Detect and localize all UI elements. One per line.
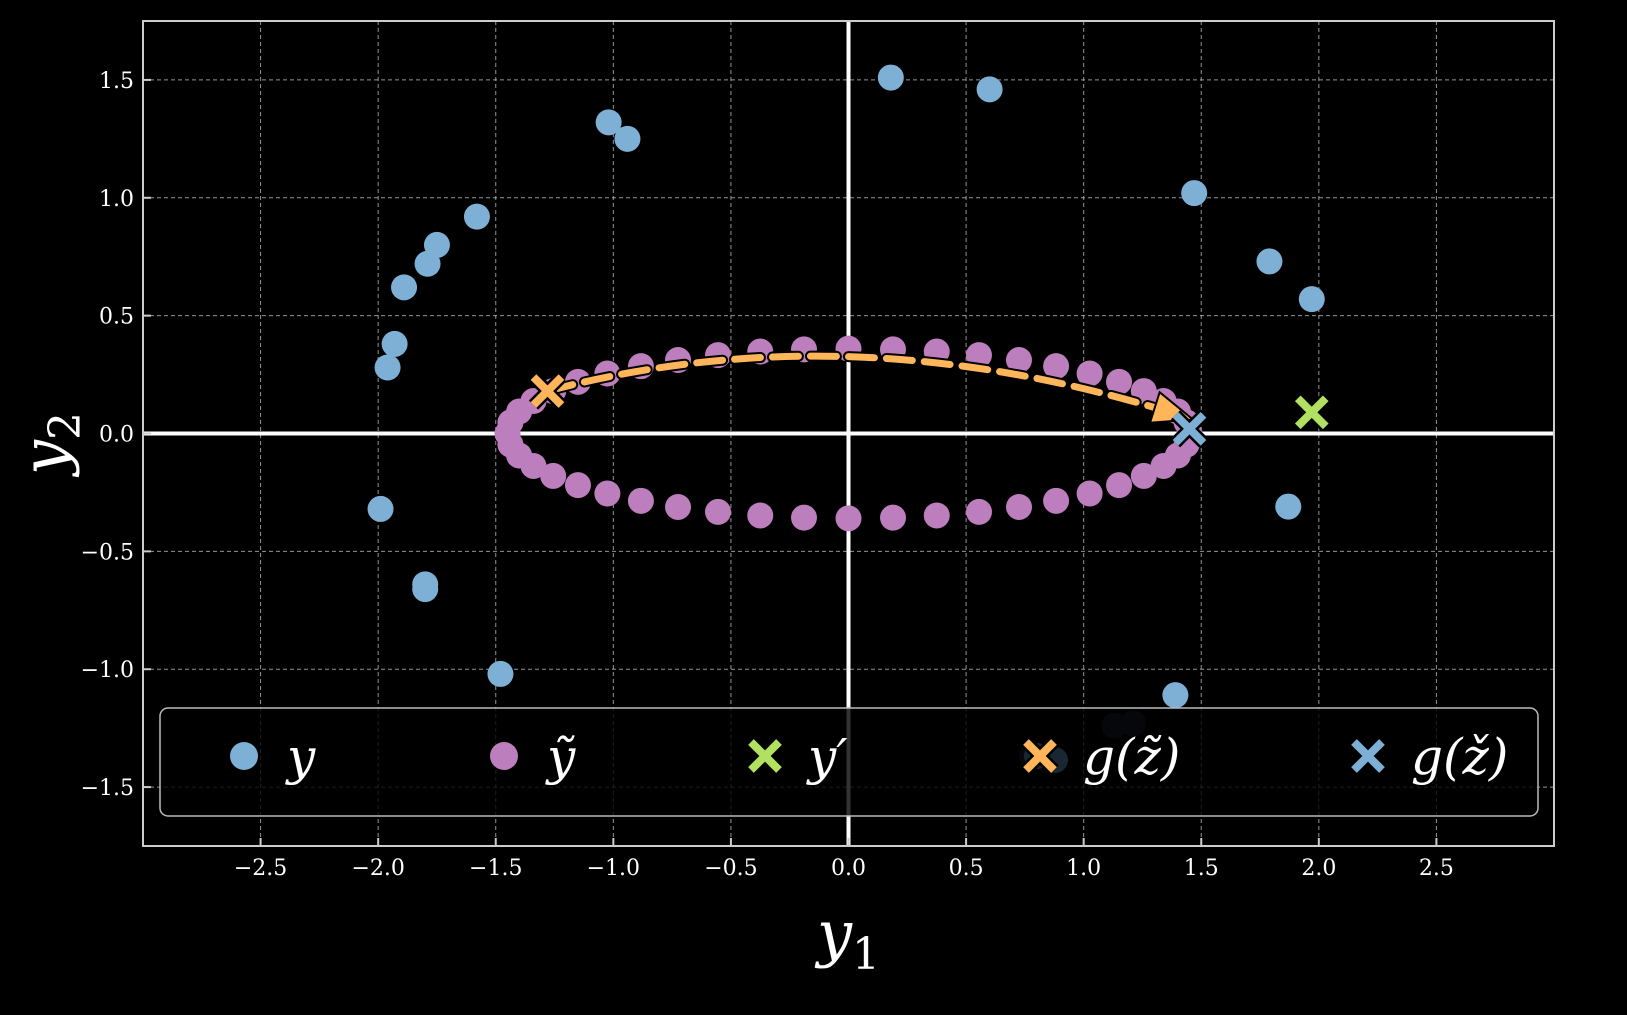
y_prime-marker-0: [1293, 393, 1331, 431]
y_tilde-point-8: [1005, 347, 1032, 374]
y_prime-marker-0-stroke-b: [1294, 395, 1329, 430]
legend-marker-y_prime: [746, 737, 784, 775]
y_tilde-point-36: [835, 505, 862, 532]
y-point-9: [1256, 248, 1283, 275]
x-tick-label-9: 2.0: [1301, 856, 1336, 881]
y_tilde-point-43: [1106, 472, 1133, 499]
x-tick-label-7: 1.0: [1066, 856, 1101, 881]
y_tilde-point-32: [665, 493, 692, 520]
y-point-10: [1298, 286, 1325, 313]
y_tilde-point-44: [1130, 462, 1157, 489]
y-axis-label-main: y: [8, 439, 81, 478]
x-axis-label-main: y: [814, 897, 853, 970]
y-tick-label-2: −0.5: [81, 540, 134, 565]
legend-label-y: y: [285, 728, 316, 786]
y_tilde-point-37: [880, 504, 907, 531]
y_tilde-point-6: [1076, 360, 1103, 387]
y_tilde-point-42: [1076, 480, 1103, 507]
x-tick-label-3: −1.0: [587, 856, 640, 881]
legend-marker-y_tilde: [490, 742, 518, 770]
trajectory-line: [543, 352, 1182, 419]
legend-marker-g_z_tilde-stroke-b: [1023, 739, 1057, 773]
legend-marker-g_z_tilde: [1021, 737, 1059, 775]
y-point-14: [1275, 493, 1302, 520]
axis-labels: y1 y2: [8, 412, 880, 980]
y_tilde-point-38: [923, 502, 950, 529]
y-tick-label-6: 1.5: [99, 69, 134, 94]
y-point-1: [976, 76, 1003, 103]
y-point-11: [381, 330, 408, 357]
legend-marker-y: [230, 742, 258, 770]
y-point-18: [1162, 682, 1189, 709]
x-tick-label-6: 0.5: [949, 856, 984, 881]
y-point-5: [463, 203, 490, 230]
trajectory-path: [541, 350, 1196, 424]
legend-label-g_z_tilde: g(z̃): [1083, 728, 1180, 786]
y_tilde-point-39: [965, 498, 992, 525]
y-tick-label-3: 0.0: [99, 423, 134, 448]
x-axis-label-sub: 1: [852, 929, 880, 980]
ticks: [143, 78, 1438, 846]
y_tilde-point-40: [1005, 493, 1032, 520]
y-point-12: [374, 354, 401, 381]
x-axis-label: y1: [814, 897, 880, 980]
y_tilde-point-9: [965, 342, 992, 369]
tick-labels: −2.5 −2.0 −1.5 −1.0 −0.5 0.0 0.5 1.0 1.5 2.0 2.5 −1…: [81, 69, 1454, 881]
y-point-3: [614, 125, 641, 152]
y_tilde-point-28: [540, 462, 567, 489]
y-point-7: [414, 250, 441, 277]
y_tilde-point-41: [1043, 487, 1070, 514]
x-tick-label-5: 0.0: [831, 856, 866, 881]
x-tick-label-8: 1.5: [1184, 856, 1219, 881]
legend: y ỹ y′ g(z̃) g(ž): [159, 707, 1539, 817]
y-tick-label-4: 0.5: [99, 305, 134, 330]
x-tick-label-1: −2.0: [351, 856, 404, 881]
legend-box: [159, 707, 1539, 817]
x-tick-label-4: −0.5: [704, 856, 757, 881]
x-tick-label-0: −2.5: [234, 856, 287, 881]
y_tilde-point-33: [705, 498, 732, 525]
g_z_check-marker-0-stroke-b: [1172, 411, 1207, 446]
y_tilde-point-7: [1043, 353, 1070, 380]
x-tick-label-2: −1.5: [469, 856, 522, 881]
y_tilde-point-5: [1106, 368, 1133, 395]
y-axis-label-sub: 2: [40, 412, 91, 440]
y-point-13: [367, 495, 394, 522]
g_z_tilde-marker-0: [528, 372, 567, 410]
y-point-8: [391, 274, 418, 301]
y_tilde-point-29: [564, 472, 591, 499]
y_tilde-point-35: [790, 504, 817, 531]
legend-marker-y_prime-stroke-b: [748, 739, 782, 773]
g_z_tilde-marker-0-stroke-b: [530, 374, 565, 408]
legend-label-y_tilde: ỹ: [545, 728, 576, 786]
y-point-4: [1181, 180, 1208, 207]
y-point-0: [877, 64, 904, 91]
y-tick-label-5: 1.0: [99, 187, 134, 212]
y-point-2: [595, 109, 622, 136]
legend-label-g_z_check: g(ž): [1411, 728, 1508, 786]
y-axis-label: y2: [8, 412, 91, 478]
g_z_check-marker-0: [1170, 410, 1209, 448]
legend-label-y_prime: y′: [806, 728, 848, 786]
y_tilde-point-27: [520, 452, 547, 479]
y-tick-label-0: −1.5: [81, 776, 134, 801]
y-point-17: [487, 660, 514, 687]
y-point-16: [412, 576, 439, 603]
y-tick-label-1: −1.0: [81, 658, 134, 683]
y_tilde-point-31: [627, 487, 654, 514]
legend-marker-g_z_check-stroke-b: [1351, 739, 1385, 773]
y_tilde-point-30: [594, 480, 621, 507]
x-tick-label-10: 2.5: [1419, 856, 1454, 881]
y_tilde-point-34: [747, 502, 774, 529]
legend-marker-g_z_check: [1349, 737, 1387, 775]
